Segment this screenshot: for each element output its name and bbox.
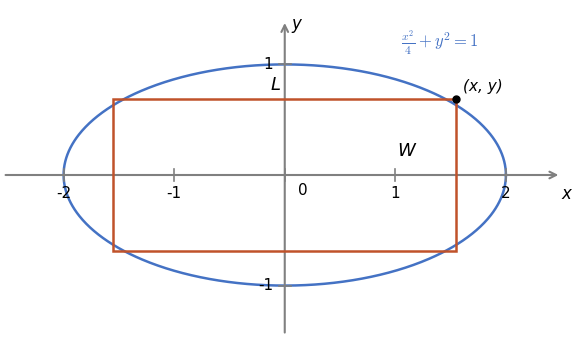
Text: x: x (561, 185, 571, 203)
Bar (113, 99, 456, 251)
Text: 1: 1 (390, 186, 400, 201)
Text: -1: -1 (258, 278, 273, 293)
Text: W: W (397, 142, 415, 160)
Text: L: L (271, 76, 281, 94)
Text: 0: 0 (298, 183, 308, 198)
Text: -2: -2 (56, 186, 71, 201)
Text: 1: 1 (263, 57, 273, 72)
Text: 2: 2 (501, 186, 511, 201)
Text: y: y (292, 15, 301, 33)
Text: -1: -1 (167, 186, 182, 201)
Text: $\frac{x^2}{4}+y^2=1$: $\frac{x^2}{4}+y^2=1$ (401, 29, 478, 57)
Text: (x, y): (x, y) (463, 79, 503, 94)
